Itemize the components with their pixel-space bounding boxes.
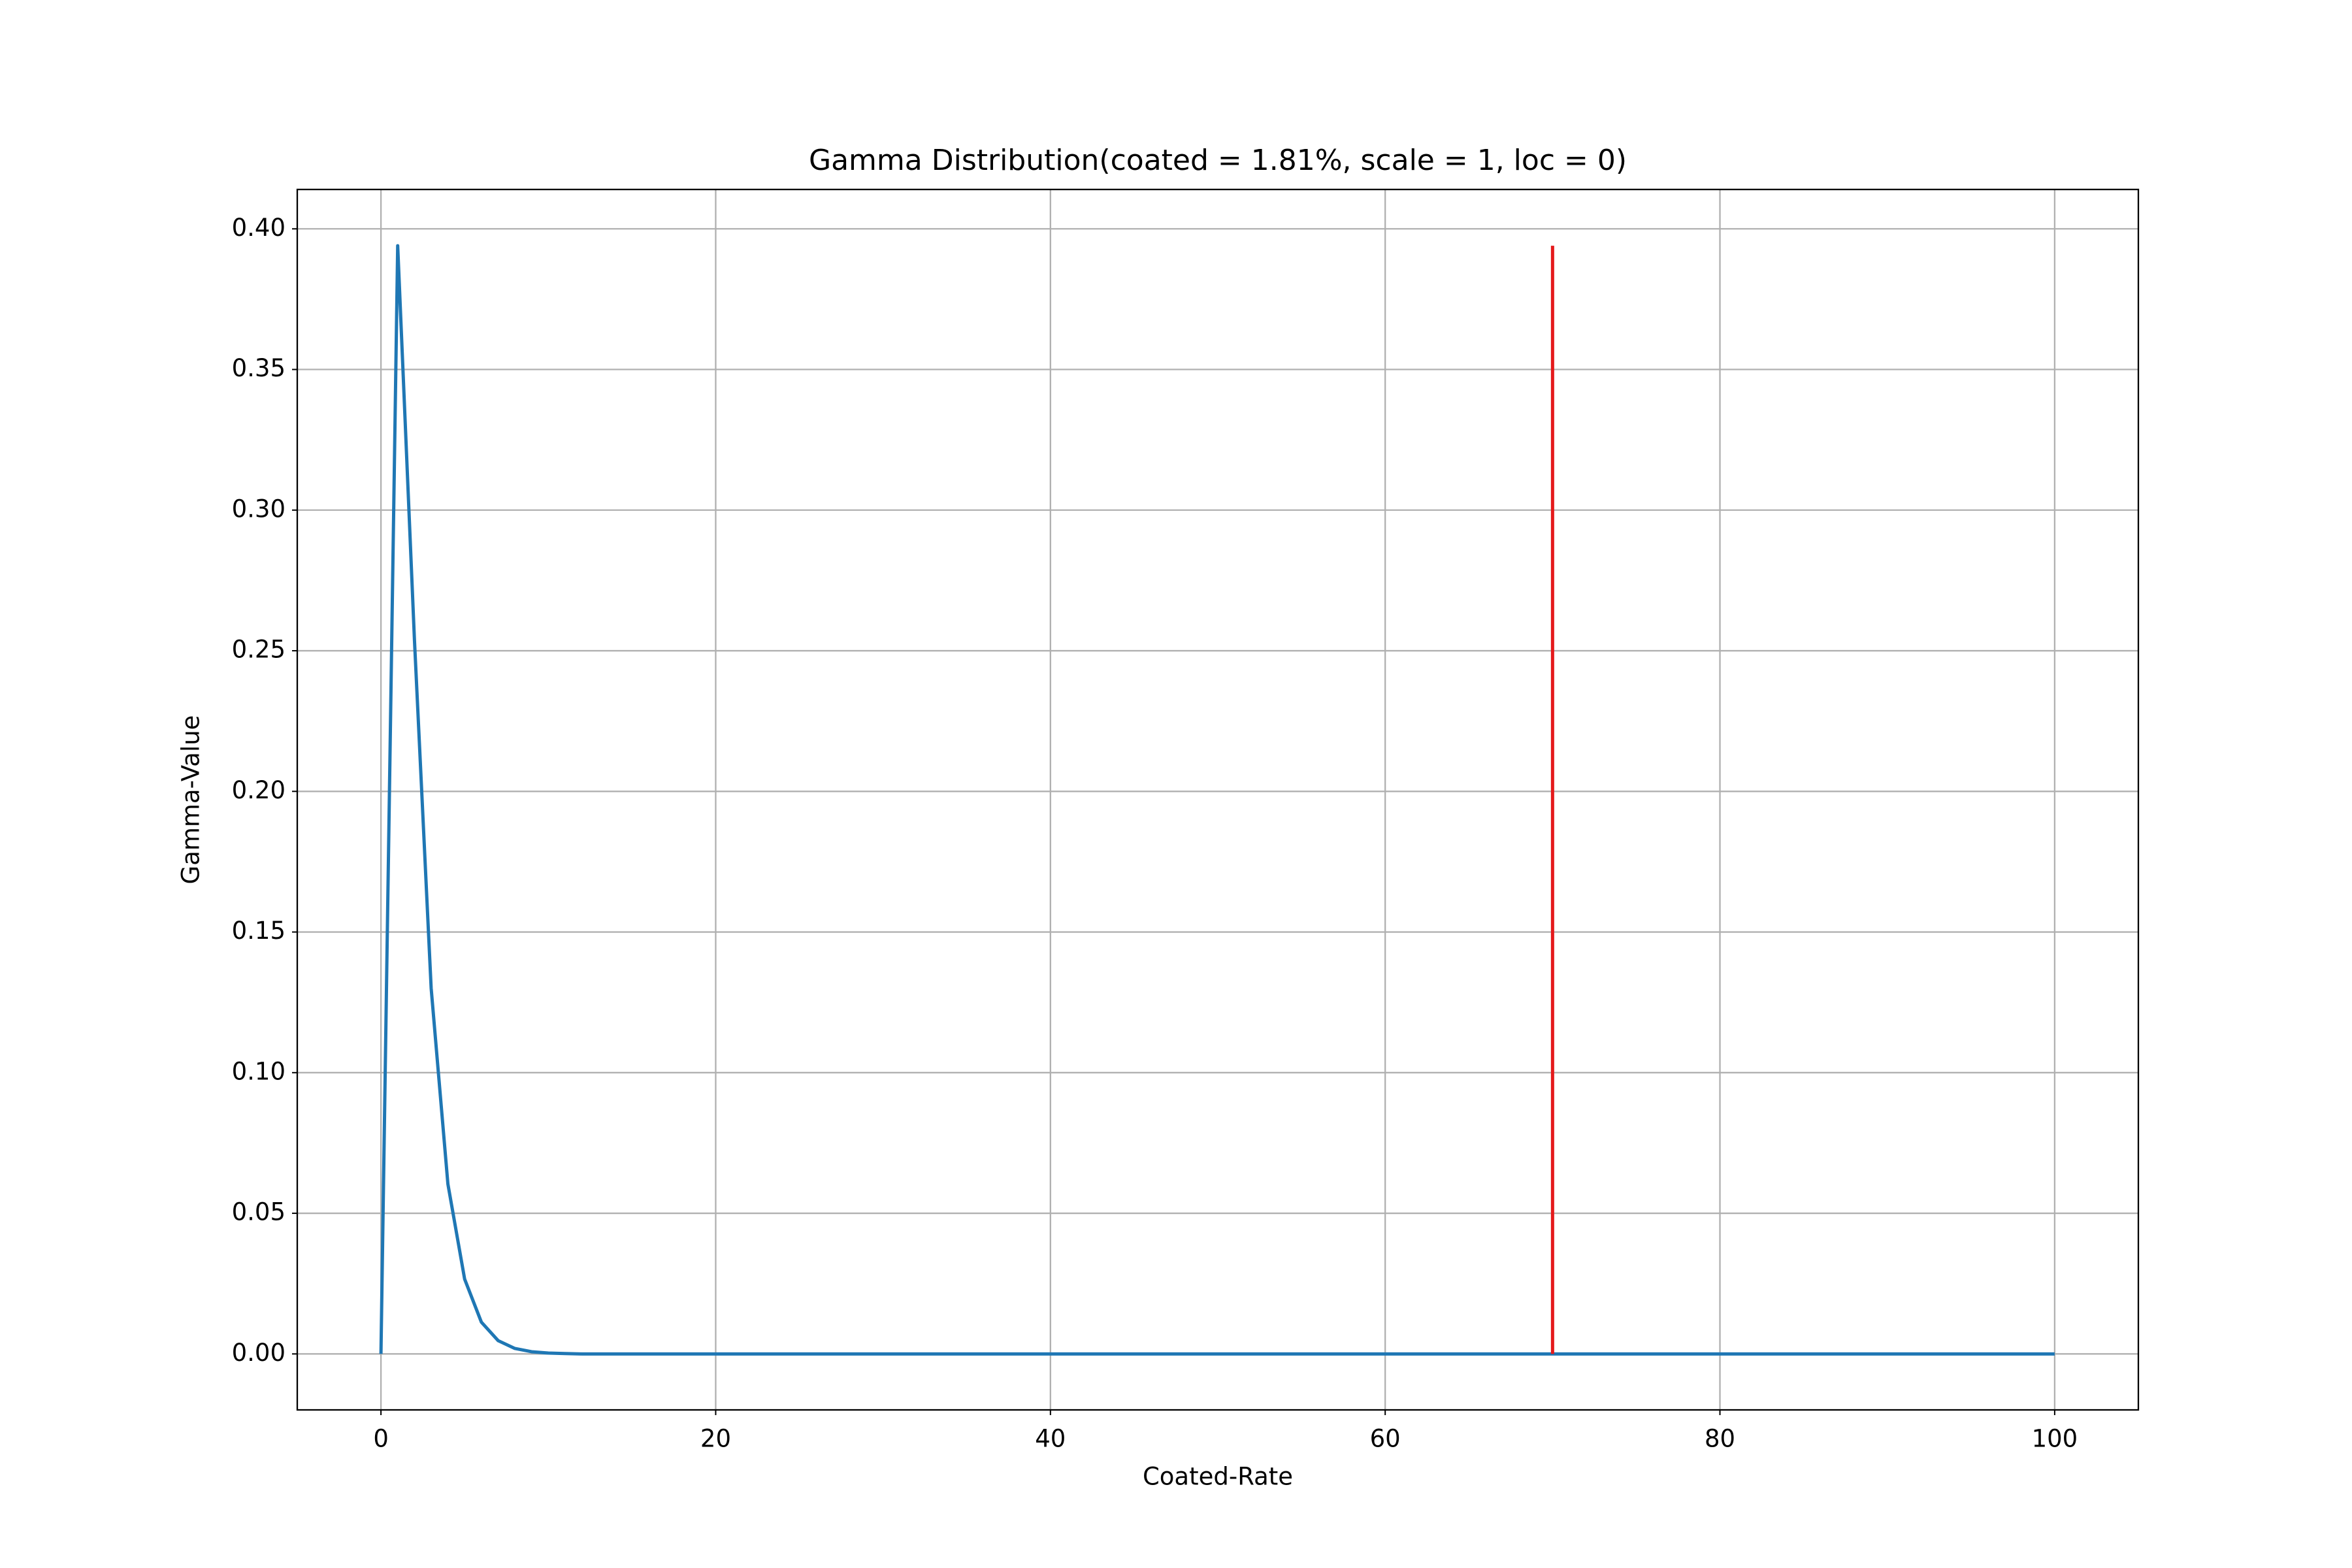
y-tick-label: 0.35 (232, 354, 286, 382)
x-axis-label: Coated-Rate (1143, 1463, 1293, 1491)
x-tick-label: 80 (1705, 1425, 1735, 1453)
plot-frame (296, 188, 2140, 1411)
x-tick-label: 40 (1035, 1425, 1066, 1453)
x-tick-label: 20 (700, 1425, 731, 1453)
x-tick-label: 60 (1370, 1425, 1401, 1453)
y-axis-label: Gamma-Value (177, 715, 205, 885)
y-tick-label: 0.05 (232, 1198, 286, 1226)
y-tick-label: 0.20 (232, 776, 286, 804)
y-tick-label: 0.00 (232, 1339, 286, 1367)
y-tick-label: 0.15 (232, 917, 286, 945)
x-tick-label: 100 (2032, 1425, 2078, 1453)
y-tick-label: 0.25 (232, 636, 286, 664)
y-tick-label: 0.10 (232, 1057, 286, 1085)
y-tick-label: 0.40 (232, 214, 286, 242)
data-line (379, 244, 2055, 1356)
x-tick-label: 0 (373, 1425, 389, 1453)
y-tick-label: 0.30 (232, 495, 286, 523)
chart-title: Gamma Distribution(coated = 1.81%, scale… (809, 144, 1627, 177)
